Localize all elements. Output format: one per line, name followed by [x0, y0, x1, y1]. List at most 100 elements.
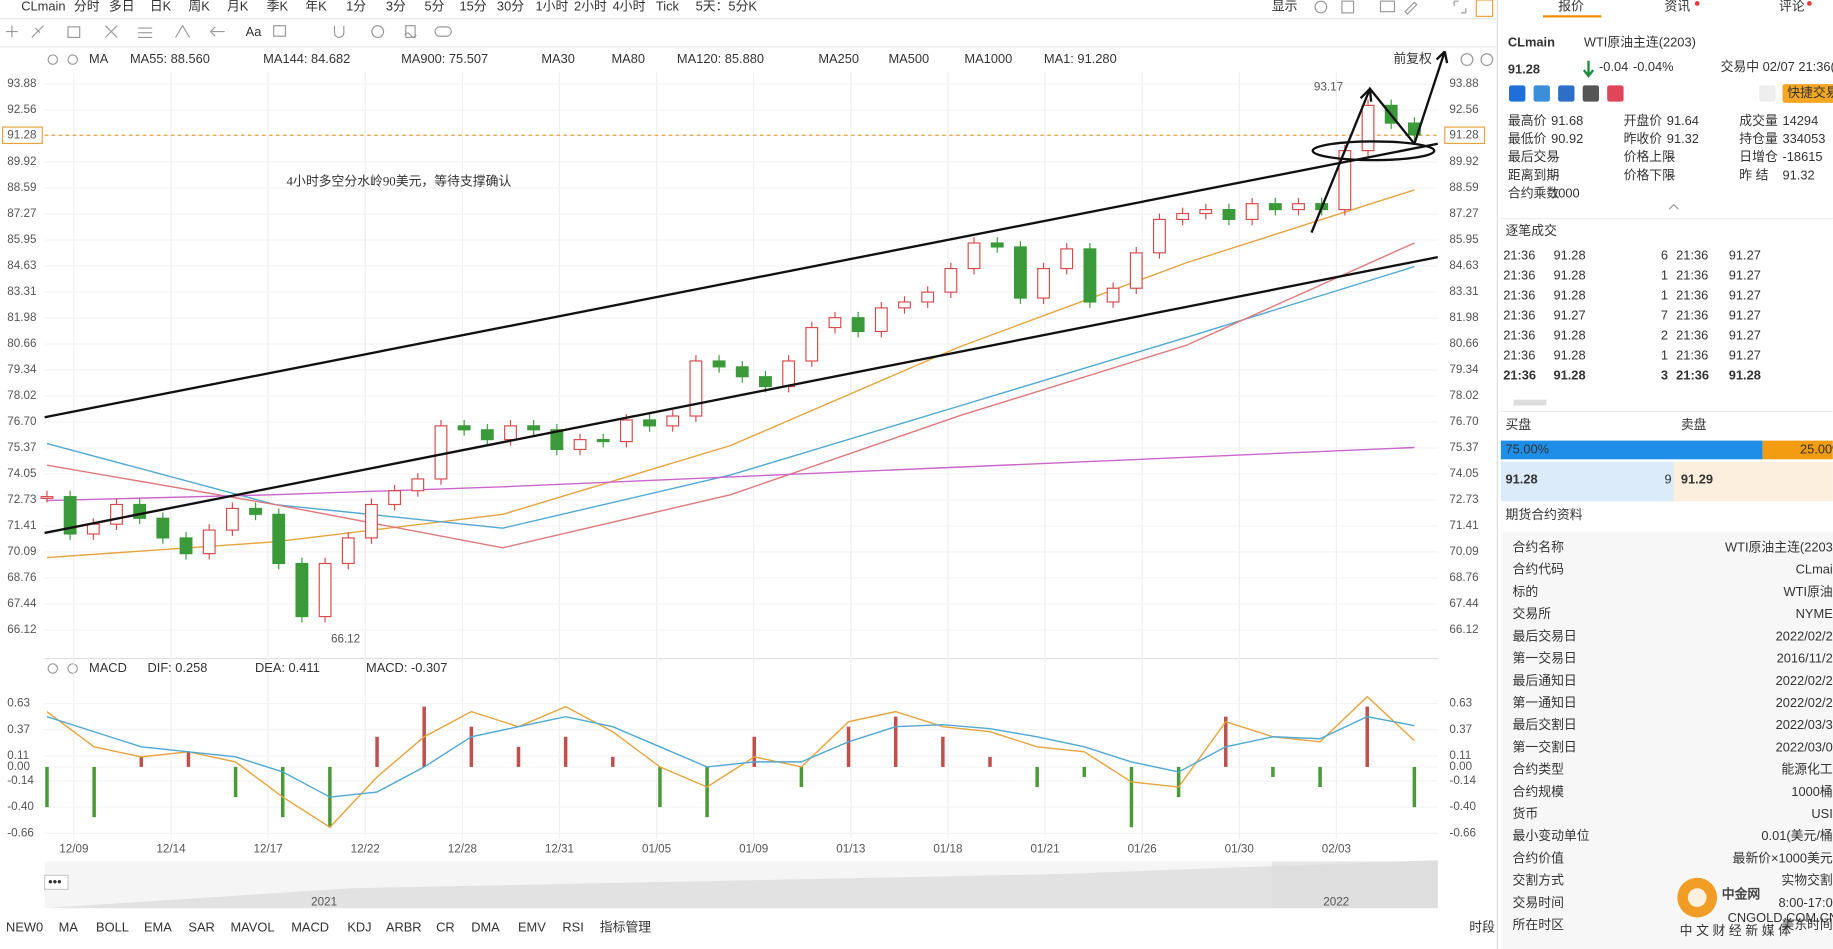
quick-icon[interactable] — [1582, 85, 1600, 102]
panel-toggle[interactable] — [1475, 0, 1494, 17]
period-tab[interactable]: 日K — [150, 0, 172, 13]
y-tick-label-right: 76.70 — [1449, 415, 1479, 428]
ma-label: MA500 — [888, 51, 929, 66]
icon-settings[interactable] — [1314, 0, 1328, 14]
logo-domain: CNGOLD.COM.CN — [1728, 910, 1833, 925]
period-tab[interactable]: 15分 — [460, 0, 487, 13]
quick-icon[interactable] — [1607, 85, 1624, 102]
indicator-tab[interactable]: MA — [59, 919, 79, 934]
macd-bar — [658, 766, 662, 808]
trade-volume: 1 — [1661, 287, 1668, 302]
dif-label: DIF: 0.258 — [147, 660, 207, 675]
y-tick-label-right: 71.41 — [1449, 519, 1478, 532]
icon-arrow[interactable] — [209, 26, 225, 37]
quick-trade-button[interactable] — [1782, 84, 1833, 103]
icon-zoom-in[interactable] — [1480, 53, 1494, 67]
macd-bar — [1271, 766, 1275, 777]
indicator-tab[interactable]: EMA — [144, 919, 172, 934]
session-tab[interactable]: 时段 — [1469, 919, 1495, 934]
panel-tab[interactable]: 报价 — [1558, 0, 1584, 13]
icon-zoom-out[interactable] — [1460, 53, 1474, 67]
candle — [1153, 218, 1166, 254]
icon-lines[interactable] — [138, 27, 153, 38]
display-menu[interactable]: 显示 — [1272, 0, 1298, 13]
candle — [133, 503, 147, 519]
info-label: 第一交割日 — [1513, 739, 1577, 754]
indicator-tab[interactable]: DMA — [471, 919, 500, 934]
icon-edit[interactable] — [1404, 1, 1418, 15]
icon-note[interactable] — [273, 25, 286, 37]
period-tab[interactable]: 分时 — [74, 0, 100, 13]
period-tab[interactable]: 年K — [305, 0, 327, 13]
navigator-menu[interactable] — [44, 874, 69, 890]
icon-wave[interactable] — [175, 24, 191, 38]
indicator-tab[interactable]: ARBR — [386, 919, 422, 934]
icon-toggle[interactable] — [434, 26, 452, 37]
period-tab[interactable]: Tick — [656, 0, 680, 13]
bid-size: 9 — [1664, 472, 1671, 487]
period-tab[interactable]: 1小时 — [535, 0, 568, 13]
indicator-tab[interactable]: BOLL — [96, 919, 129, 934]
icon-macd-close[interactable] — [67, 663, 78, 674]
candle — [480, 429, 494, 441]
candle — [40, 496, 54, 499]
y-tick-label-right: 68.76 — [1449, 571, 1478, 584]
icon-ma-settings[interactable] — [47, 54, 59, 65]
indicator-tab[interactable]: MAVOL — [230, 919, 274, 934]
adjust-toggle[interactable]: 前复权 — [1393, 51, 1432, 66]
period-tab[interactable]: 5分 — [424, 0, 444, 13]
quick-icon[interactable] — [1759, 85, 1776, 102]
indicator-tab[interactable]: SAR — [188, 919, 214, 934]
indicator-tab[interactable]: CR — [436, 919, 455, 934]
macd-bar — [799, 766, 804, 788]
macd-bar — [1412, 766, 1417, 808]
trade-volume: 2 — [1661, 327, 1668, 342]
period-tab[interactable]: 5天：5分K — [696, 0, 758, 13]
navigator-window[interactable] — [1271, 861, 1438, 909]
ask-title: 卖盘 — [1681, 417, 1707, 432]
drawings — [44, 50, 1449, 535]
quick-icon[interactable] — [1558, 85, 1575, 102]
icon-layout[interactable] — [1341, 0, 1355, 14]
icon-fullscreen[interactable] — [1453, 0, 1467, 14]
period-tab[interactable]: 4小时 — [613, 0, 646, 13]
panel-tab[interactable]: 资讯 — [1664, 0, 1690, 13]
panel-name: WTI原油主连(2203) — [1584, 35, 1696, 50]
period-tab[interactable]: 1分 — [346, 0, 366, 13]
icon-lock[interactable] — [371, 25, 385, 38]
trade-price: 91.27 — [1729, 247, 1761, 262]
quote-label: 昨收价 — [1624, 131, 1663, 146]
indicator-tab[interactable]: RSI — [562, 919, 583, 934]
indicator-tab[interactable]: KDJ — [347, 919, 371, 934]
quick-icon[interactable] — [1509, 85, 1526, 102]
indicator-tab[interactable]: MACD — [291, 919, 329, 934]
icon-trash[interactable] — [405, 25, 416, 38]
period-tab[interactable]: 月K — [227, 0, 249, 13]
trade-price: 91.28 — [1553, 347, 1585, 362]
period-tab[interactable]: 多日 — [109, 0, 135, 13]
icon-fib[interactable] — [104, 25, 118, 38]
quick-icon[interactable] — [1533, 85, 1550, 102]
panel-status: 交易中 02/07 21:36(美 — [1721, 59, 1833, 74]
period-tab[interactable]: 30分 — [497, 0, 524, 13]
trade-time: 21:36 — [1503, 307, 1535, 322]
indicator-tab[interactable]: EMV — [518, 919, 546, 934]
icon-camera[interactable] — [1379, 0, 1396, 13]
panel-tab[interactable]: 评论 — [1779, 0, 1805, 13]
candle — [643, 419, 656, 427]
period-tab[interactable]: 3分 — [386, 0, 406, 13]
icon-cross[interactable] — [6, 25, 18, 38]
period-tab[interactable]: 2小时 — [574, 0, 607, 13]
period-tab[interactable]: 季K — [267, 0, 289, 13]
icon-macd-settings[interactable] — [47, 663, 59, 674]
symbol-tab[interactable]: CLmain — [21, 0, 65, 13]
icon-rect[interactable] — [67, 26, 81, 38]
icon-magnet[interactable] — [333, 25, 345, 38]
indicator-name: MA — [89, 51, 109, 66]
icon-ma-close[interactable] — [67, 54, 78, 65]
font-tool[interactable]: Aa — [246, 24, 263, 39]
period-tab[interactable]: 周K — [188, 0, 210, 13]
icon-line[interactable] — [31, 25, 44, 38]
indicator-tab[interactable]: NEW0 — [6, 919, 43, 934]
indicator-tab[interactable]: 指标管理 — [600, 919, 652, 934]
